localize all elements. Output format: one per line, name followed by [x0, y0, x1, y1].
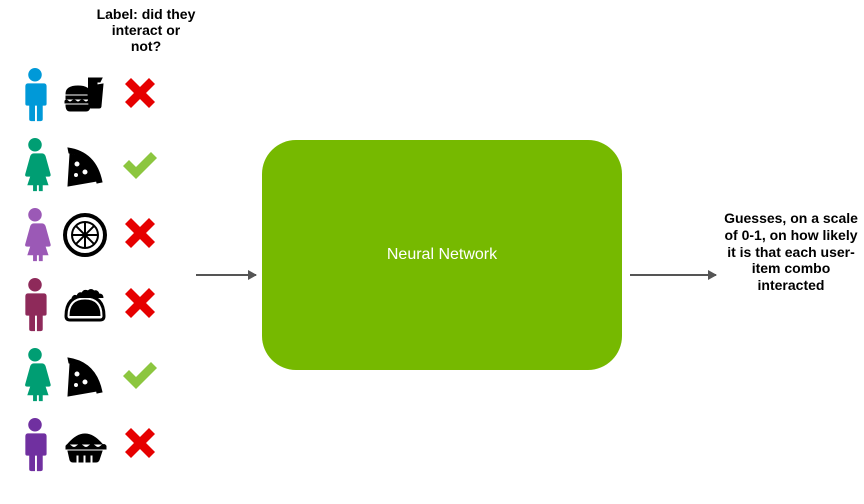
- label-header: Label: did they interact or not?: [96, 6, 196, 54]
- cross-icon: [110, 205, 170, 265]
- output-label: Guesses, on a scale of 0-1, on how likel…: [722, 210, 860, 294]
- person-male-icon: [10, 275, 60, 335]
- person-male-icon: [10, 65, 60, 125]
- taco-icon: [60, 275, 110, 335]
- check-icon: [110, 135, 170, 195]
- data-row: [10, 200, 170, 270]
- training-data-grid: [10, 60, 170, 480]
- person-male-icon: [10, 415, 60, 475]
- pizza-slice-icon: [60, 135, 110, 195]
- input-arrow: [196, 274, 256, 276]
- pizza-slice-icon: [60, 345, 110, 405]
- cross-icon: [110, 65, 170, 125]
- data-row: [10, 270, 170, 340]
- data-row: [10, 410, 170, 480]
- person-female-icon: [10, 345, 60, 405]
- neural-network-label: Neural Network: [387, 246, 497, 264]
- data-row: [10, 340, 170, 410]
- data-row: [10, 130, 170, 200]
- check-icon: [110, 345, 170, 405]
- data-row: [10, 60, 170, 130]
- person-female-icon: [10, 135, 60, 195]
- pie-icon: [60, 415, 110, 475]
- person-female-icon: [10, 205, 60, 265]
- cross-icon: [110, 275, 170, 335]
- burger-drink-icon: [60, 65, 110, 125]
- cross-icon: [110, 415, 170, 475]
- neural-network-box: Neural Network: [262, 140, 622, 370]
- citrus-slice-icon: [60, 205, 110, 265]
- output-arrow: [630, 274, 716, 276]
